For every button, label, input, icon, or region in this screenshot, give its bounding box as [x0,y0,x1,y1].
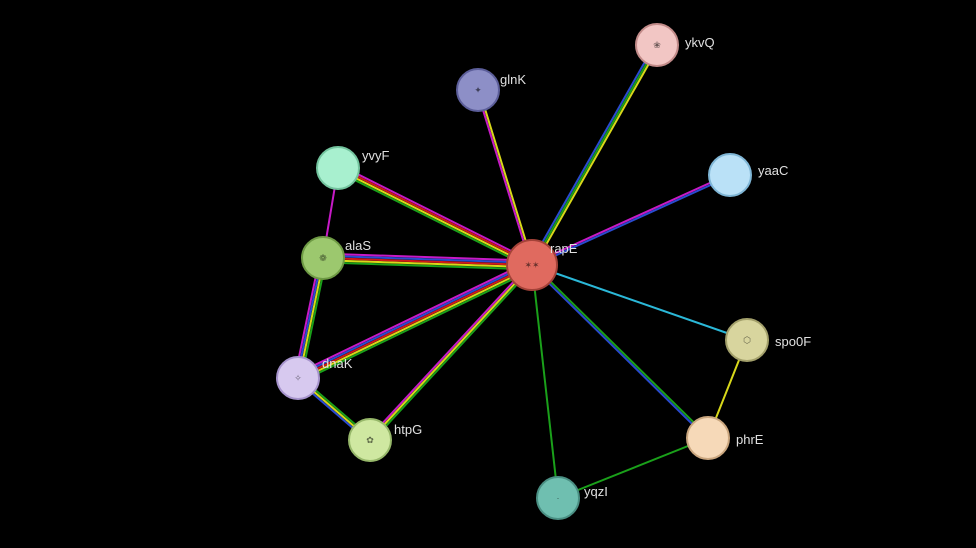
node-phrE[interactable] [686,416,730,460]
node-label-yqzI: yqzI [584,484,608,499]
node-label-yvyF: yvyF [362,148,389,163]
node-label-dnaK: dnaK [322,356,352,371]
edge-rapE-yvyF-green [337,171,531,268]
edge-rapE-spo0F-cyan [532,265,747,340]
node-yaaC[interactable] [708,153,752,197]
node-htpG[interactable]: ✿ [348,418,392,462]
edge-phrE-yqzI-green [558,438,708,498]
node-ykvQ[interactable]: ❀ [635,23,679,67]
node-yqzI[interactable]: · [536,476,580,520]
node-pattern-icon: ⬡ [743,336,751,345]
node-label-glnK: glnK [500,72,526,87]
node-pattern-icon: ✧ [294,374,302,383]
node-label-alaS: alaS [345,238,371,253]
edge-rapE-htpG-green [372,266,534,441]
node-label-phrE: phrE [736,432,763,447]
node-dnaK[interactable]: ✧ [276,356,320,400]
edge-rapE-yqzI-green [532,265,558,498]
edge-rapE-ykvQ-green [532,45,657,265]
node-pattern-icon: ✶✶ [524,261,539,270]
node-label-yaaC: yaaC [758,163,788,178]
node-pattern-icon: · [557,494,560,503]
node-glnK[interactable]: ✦ [456,68,500,112]
node-label-rapE: rapE [550,241,577,256]
node-label-spo0F: spo0F [775,334,811,349]
node-spo0F[interactable]: ⬡ [725,318,769,362]
node-alaS[interactable]: ❁ [301,236,345,280]
network-canvas: ✶✶ rapE ❀ ykvQ ✦ glnK yaaC ⬡ spo0F phrE · yqzI ✿ htpG… [0,0,976,548]
node-pattern-icon: ✿ [366,436,374,445]
edge-rapE-phrE-blue [531,266,707,439]
edge-rapE-htpG-magenta [368,264,530,439]
edge-rapE-htpG-yellow [370,265,532,440]
node-pattern-icon: ❁ [319,254,327,263]
node-pattern-icon: ✦ [474,86,482,95]
node-yvyF[interactable] [316,146,360,190]
node-pattern-icon: ❀ [653,41,661,50]
edge-rapE-phrE-green [533,264,709,437]
edge-rapE-ykvQ-yellow [534,46,659,266]
node-label-ykvQ: ykvQ [685,35,715,50]
edge-rapE-ykvQ-blue [530,44,655,264]
node-label-htpG: htpG [394,422,422,437]
edge-rapE-glnK-magenta [477,90,531,265]
